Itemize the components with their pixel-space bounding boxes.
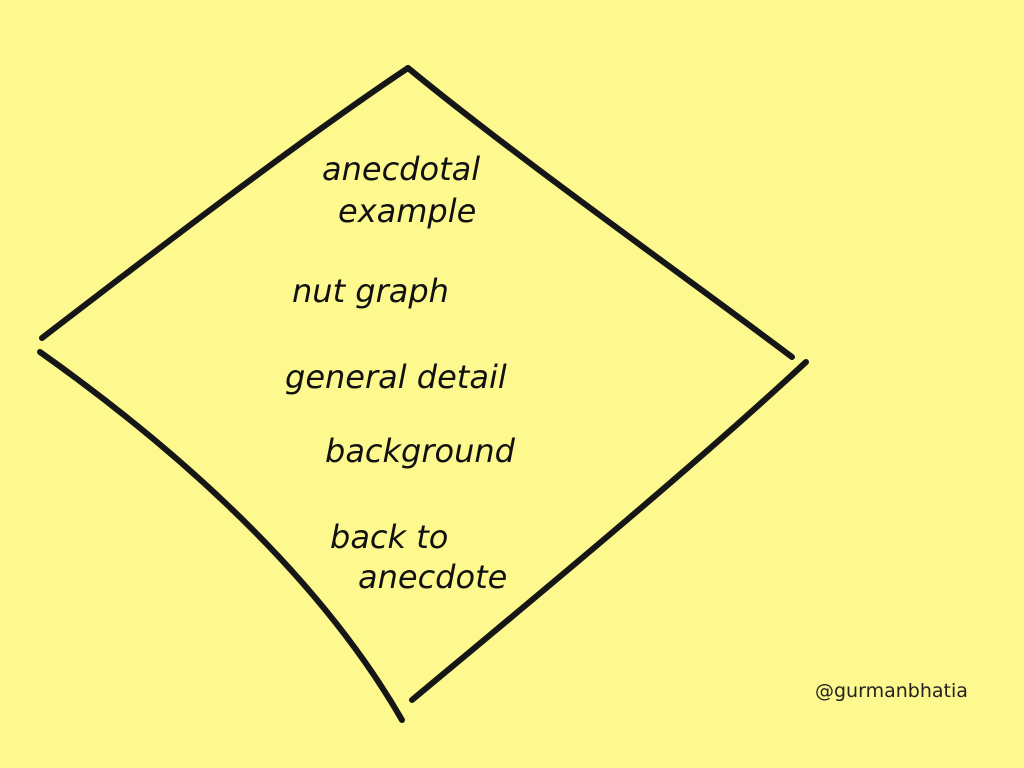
author-credit: @gurmanbhatia [815,680,968,702]
step-back-to-anecdote-line-2: anecdote [358,558,507,596]
diamond-edge-top-left [39,65,411,341]
diamond-edge-bottom-right [409,359,809,703]
step-nut-graph: nut graph [292,272,449,310]
step-anecdotal-example-line-1: anecdotal [322,150,480,188]
step-general-detail: general detail [285,358,507,396]
step-back-to-anecdote-line-1: back to [330,518,448,556]
diamond-edge-bottom-left [37,349,405,723]
diamond-edge-top-right [405,65,795,360]
step-anecdotal-example-line-2: example [338,192,476,230]
step-background: background [325,432,516,470]
